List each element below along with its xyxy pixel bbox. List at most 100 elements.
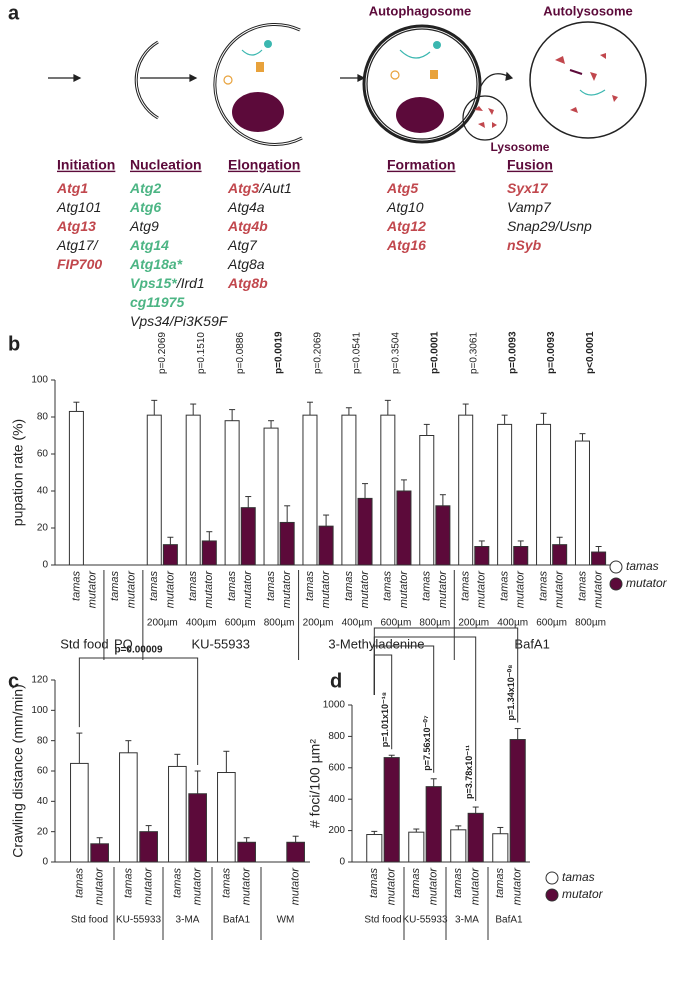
x-tick-label: tamas bbox=[265, 571, 277, 601]
bar bbox=[70, 762, 89, 863]
bar bbox=[341, 414, 357, 566]
category-label: 400µm bbox=[497, 618, 528, 629]
x-tick-label: tamas bbox=[494, 868, 506, 898]
gene: Atg7 bbox=[227, 237, 258, 253]
legend-label: mutator bbox=[626, 576, 668, 590]
bracket-label: p=3.78x10⁻¹¹ bbox=[464, 745, 474, 799]
x-tick-label: mutator bbox=[320, 570, 332, 609]
x-tick-label: tamas bbox=[187, 571, 199, 601]
x-tick-label: mutator bbox=[241, 867, 253, 906]
category-label: 400µm bbox=[186, 618, 217, 629]
bar bbox=[425, 786, 442, 863]
y-tick-label: 400 bbox=[328, 794, 345, 805]
gene-part: Snap29/Usnp bbox=[507, 218, 592, 234]
p-value: p=0.2069 bbox=[157, 332, 168, 374]
y-axis-label: pupation rate (%) bbox=[10, 419, 26, 526]
p-value: p=0.0886 bbox=[235, 332, 246, 374]
panel-label: a bbox=[8, 2, 20, 24]
group-label: BafA1 bbox=[514, 636, 549, 651]
category-label: BafA1 bbox=[495, 915, 523, 926]
bar bbox=[419, 435, 435, 566]
x-tick-label: mutator bbox=[192, 867, 204, 906]
bar bbox=[474, 546, 490, 566]
legend-marker bbox=[609, 577, 623, 591]
category-label: KU-55933 bbox=[402, 915, 447, 926]
gene-part: Atg14 bbox=[129, 237, 169, 253]
bar bbox=[201, 540, 217, 566]
gene-part: Atg8a bbox=[227, 256, 265, 272]
x-tick-label: tamas bbox=[452, 868, 464, 898]
category-label: 600µm bbox=[536, 618, 567, 629]
category-label: 600µm bbox=[225, 618, 256, 629]
bar bbox=[435, 505, 451, 566]
gene-part: Vps34/Pi3K59F bbox=[130, 313, 229, 329]
gene: Atg3/Aut1 bbox=[227, 180, 292, 196]
gene: Vps34/Pi3K59F bbox=[130, 313, 229, 329]
bar bbox=[492, 833, 509, 863]
gene: FIP700 bbox=[57, 256, 102, 272]
y-tick-label: 800 bbox=[328, 731, 345, 742]
panel-label: d bbox=[330, 670, 342, 692]
x-tick-label: mutator bbox=[125, 570, 137, 609]
category-label: WM bbox=[277, 915, 295, 926]
y-tick-label: 0 bbox=[339, 857, 345, 868]
group-label: PQ bbox=[114, 636, 133, 651]
bar bbox=[263, 427, 279, 566]
y-tick-label: 80 bbox=[37, 412, 49, 423]
bar bbox=[217, 772, 236, 863]
gene-part: Atg3 bbox=[227, 180, 259, 196]
x-tick-label: tamas bbox=[304, 571, 316, 601]
y-axis-label: Crawling distance (mm/min) bbox=[10, 684, 26, 857]
x-tick-label: tamas bbox=[537, 571, 549, 601]
bar bbox=[396, 490, 412, 566]
bar bbox=[188, 793, 207, 863]
legend-marker bbox=[545, 871, 559, 885]
gene-part: Atg2 bbox=[129, 180, 161, 196]
x-tick-label: mutator bbox=[143, 867, 155, 906]
y-axis-label: # foci/100 µm² bbox=[307, 739, 323, 828]
y-tick-label: 20 bbox=[37, 826, 49, 837]
y-tick-label: 40 bbox=[37, 796, 49, 807]
gene: Atg16 bbox=[386, 237, 426, 253]
bar bbox=[383, 757, 400, 863]
gene: cg11975 bbox=[130, 294, 184, 310]
group-label: KU-55933 bbox=[191, 636, 250, 651]
gene: Atg17/ bbox=[56, 237, 100, 253]
bar bbox=[237, 841, 256, 863]
bar bbox=[185, 414, 201, 566]
x-tick-label: tamas bbox=[148, 571, 160, 601]
gene-part: FIP700 bbox=[57, 256, 102, 272]
bar bbox=[513, 546, 529, 566]
diagram-shapes bbox=[48, 21, 647, 146]
bar bbox=[139, 831, 158, 863]
bar bbox=[90, 843, 109, 863]
legend-label: tamas bbox=[626, 559, 659, 573]
panel-label: b bbox=[8, 333, 20, 355]
x-tick-label: tamas bbox=[499, 571, 511, 601]
category-label: 200µm bbox=[458, 618, 489, 629]
y-tick-label: 1000 bbox=[323, 700, 346, 711]
bar bbox=[162, 544, 178, 566]
p-value: p=0.0093 bbox=[546, 331, 557, 374]
x-tick-label: mutator bbox=[437, 570, 449, 609]
gene: nSyb bbox=[507, 237, 542, 253]
x-tick-label: tamas bbox=[460, 571, 472, 601]
category-label: BafA1 bbox=[223, 915, 251, 926]
p-value: p=0.0019 bbox=[274, 331, 285, 374]
gene: Atg1 bbox=[56, 180, 88, 196]
gene: Atg101 bbox=[56, 199, 101, 215]
category-label: 800µm bbox=[419, 618, 450, 629]
x-tick-label: tamas bbox=[122, 868, 134, 898]
x-tick-label: mutator bbox=[398, 570, 410, 609]
x-tick-label: mutator bbox=[512, 867, 524, 906]
bar bbox=[366, 834, 383, 863]
gene: Atg13 bbox=[56, 218, 96, 234]
x-tick-label: tamas bbox=[576, 571, 588, 601]
x-tick-label: tamas bbox=[343, 571, 355, 601]
bar bbox=[552, 544, 568, 566]
x-tick-label: mutator bbox=[359, 570, 371, 609]
gene-part: Syx17 bbox=[507, 180, 549, 196]
y-tick-label: 60 bbox=[37, 449, 49, 460]
x-tick-label: tamas bbox=[410, 868, 422, 898]
category-label: Std food bbox=[71, 915, 108, 926]
